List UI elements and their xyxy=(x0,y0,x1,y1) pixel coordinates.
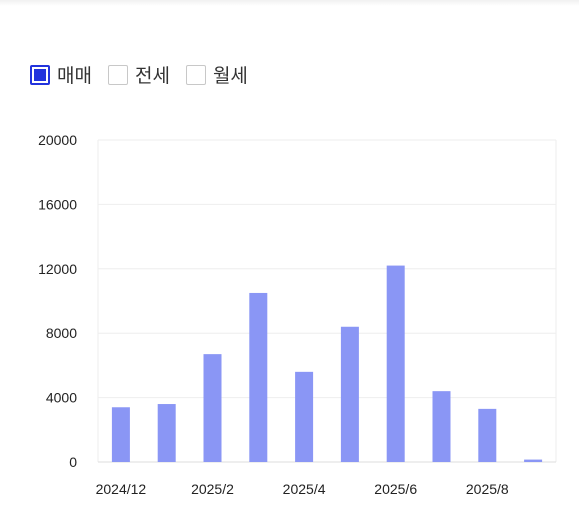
bar xyxy=(157,404,176,462)
x-axis-ticks: 2024/12 2025/2 2025/4 2025/6 2025/8 xyxy=(96,481,509,497)
bar xyxy=(478,408,497,462)
x-tick-label: 2025/2 xyxy=(191,481,234,497)
x-tick-label: 2025/4 xyxy=(283,481,326,497)
transaction-type-filters: 매매 전세 월세 xyxy=(30,61,264,88)
y-tick-label: 20000 xyxy=(38,132,77,148)
filter-monthly-rent[interactable]: 월세 xyxy=(185,61,248,88)
y-tick-label: 4000 xyxy=(46,390,77,406)
x-tick-label: 2025/6 xyxy=(374,481,417,497)
y-tick-label: 8000 xyxy=(46,325,77,341)
filter-sale[interactable]: 매매 xyxy=(30,61,92,88)
x-tick-label: 2025/8 xyxy=(466,481,509,497)
top-shadow xyxy=(0,0,579,6)
bar xyxy=(386,265,405,462)
y-axis-ticks: 0 4000 8000 12000 16000 20000 xyxy=(38,132,77,470)
y-tick-label: 16000 xyxy=(38,196,77,212)
filter-sale-label: 매매 xyxy=(57,65,92,87)
bar xyxy=(203,354,222,462)
checkbox-sale[interactable] xyxy=(30,64,50,85)
bar xyxy=(432,391,451,462)
filter-monthly-rent-label: 월세 xyxy=(212,65,248,87)
filter-jeonse-label: 전세 xyxy=(134,65,170,87)
bar xyxy=(111,407,130,462)
chart-bars xyxy=(111,265,543,462)
bar xyxy=(295,371,314,462)
bar xyxy=(340,326,359,462)
x-tick-label: 2024/12 xyxy=(96,481,147,497)
bar xyxy=(524,459,543,462)
checkbox-monthly-rent[interactable] xyxy=(185,64,206,85)
bar xyxy=(249,292,268,462)
y-tick-label: 0 xyxy=(69,454,77,470)
checkbox-jeonse[interactable] xyxy=(107,64,128,85)
y-tick-label: 12000 xyxy=(38,261,77,277)
filter-jeonse[interactable]: 전세 xyxy=(107,61,170,88)
